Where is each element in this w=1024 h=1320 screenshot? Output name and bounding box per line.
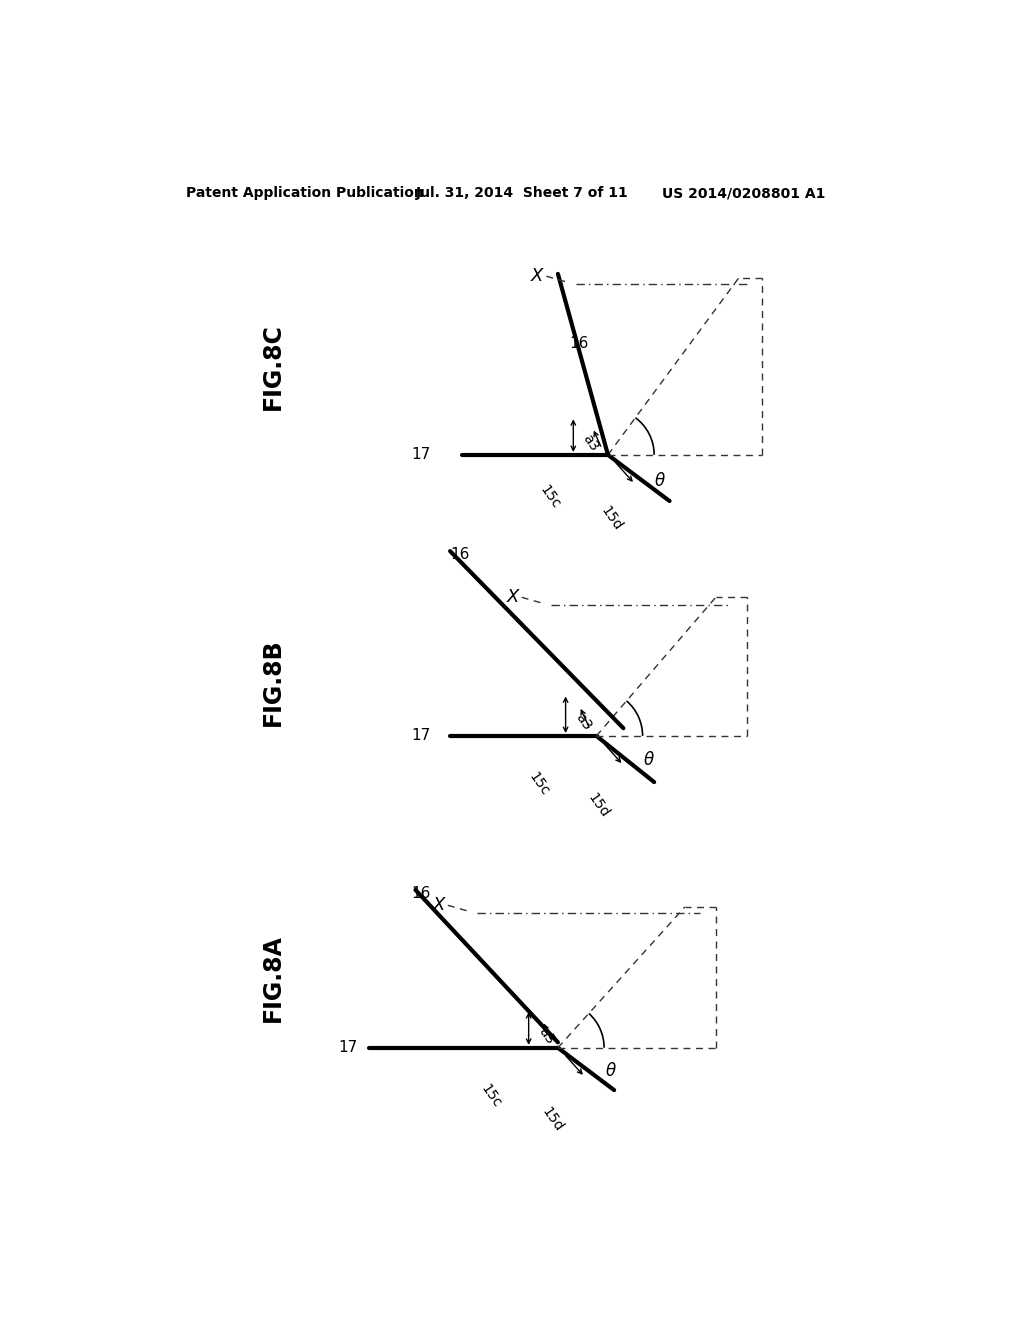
Text: X: X [530, 267, 544, 285]
Text: FIG.8C: FIG.8C [261, 323, 285, 409]
Text: a3: a3 [580, 432, 601, 454]
Text: $\theta$: $\theta$ [605, 1063, 616, 1080]
Text: $\theta$: $\theta$ [653, 471, 666, 490]
Text: Jul. 31, 2014  Sheet 7 of 11: Jul. 31, 2014 Sheet 7 of 11 [416, 186, 628, 201]
Text: 17: 17 [412, 447, 431, 462]
Text: $\theta$: $\theta$ [643, 751, 654, 770]
Text: X: X [506, 589, 519, 606]
Text: 15d: 15d [598, 504, 625, 533]
Text: 16: 16 [451, 548, 469, 562]
Text: 16: 16 [412, 886, 431, 902]
Text: 15c: 15c [538, 483, 563, 512]
Text: 15c: 15c [478, 1082, 504, 1110]
Text: 17: 17 [412, 729, 431, 743]
Text: Patent Application Publication: Patent Application Publication [186, 186, 424, 201]
Text: FIG.8A: FIG.8A [261, 935, 285, 1023]
Text: 16: 16 [569, 335, 589, 351]
Text: 17: 17 [339, 1040, 357, 1055]
Text: a3: a3 [536, 1024, 557, 1047]
Text: 15c: 15c [525, 770, 552, 799]
Text: a3: a3 [572, 710, 594, 733]
Text: 15d: 15d [540, 1105, 566, 1134]
Text: 15d: 15d [586, 791, 612, 820]
Text: US 2014/0208801 A1: US 2014/0208801 A1 [662, 186, 825, 201]
Text: FIG.8B: FIG.8B [261, 638, 285, 726]
Text: X: X [432, 896, 444, 915]
